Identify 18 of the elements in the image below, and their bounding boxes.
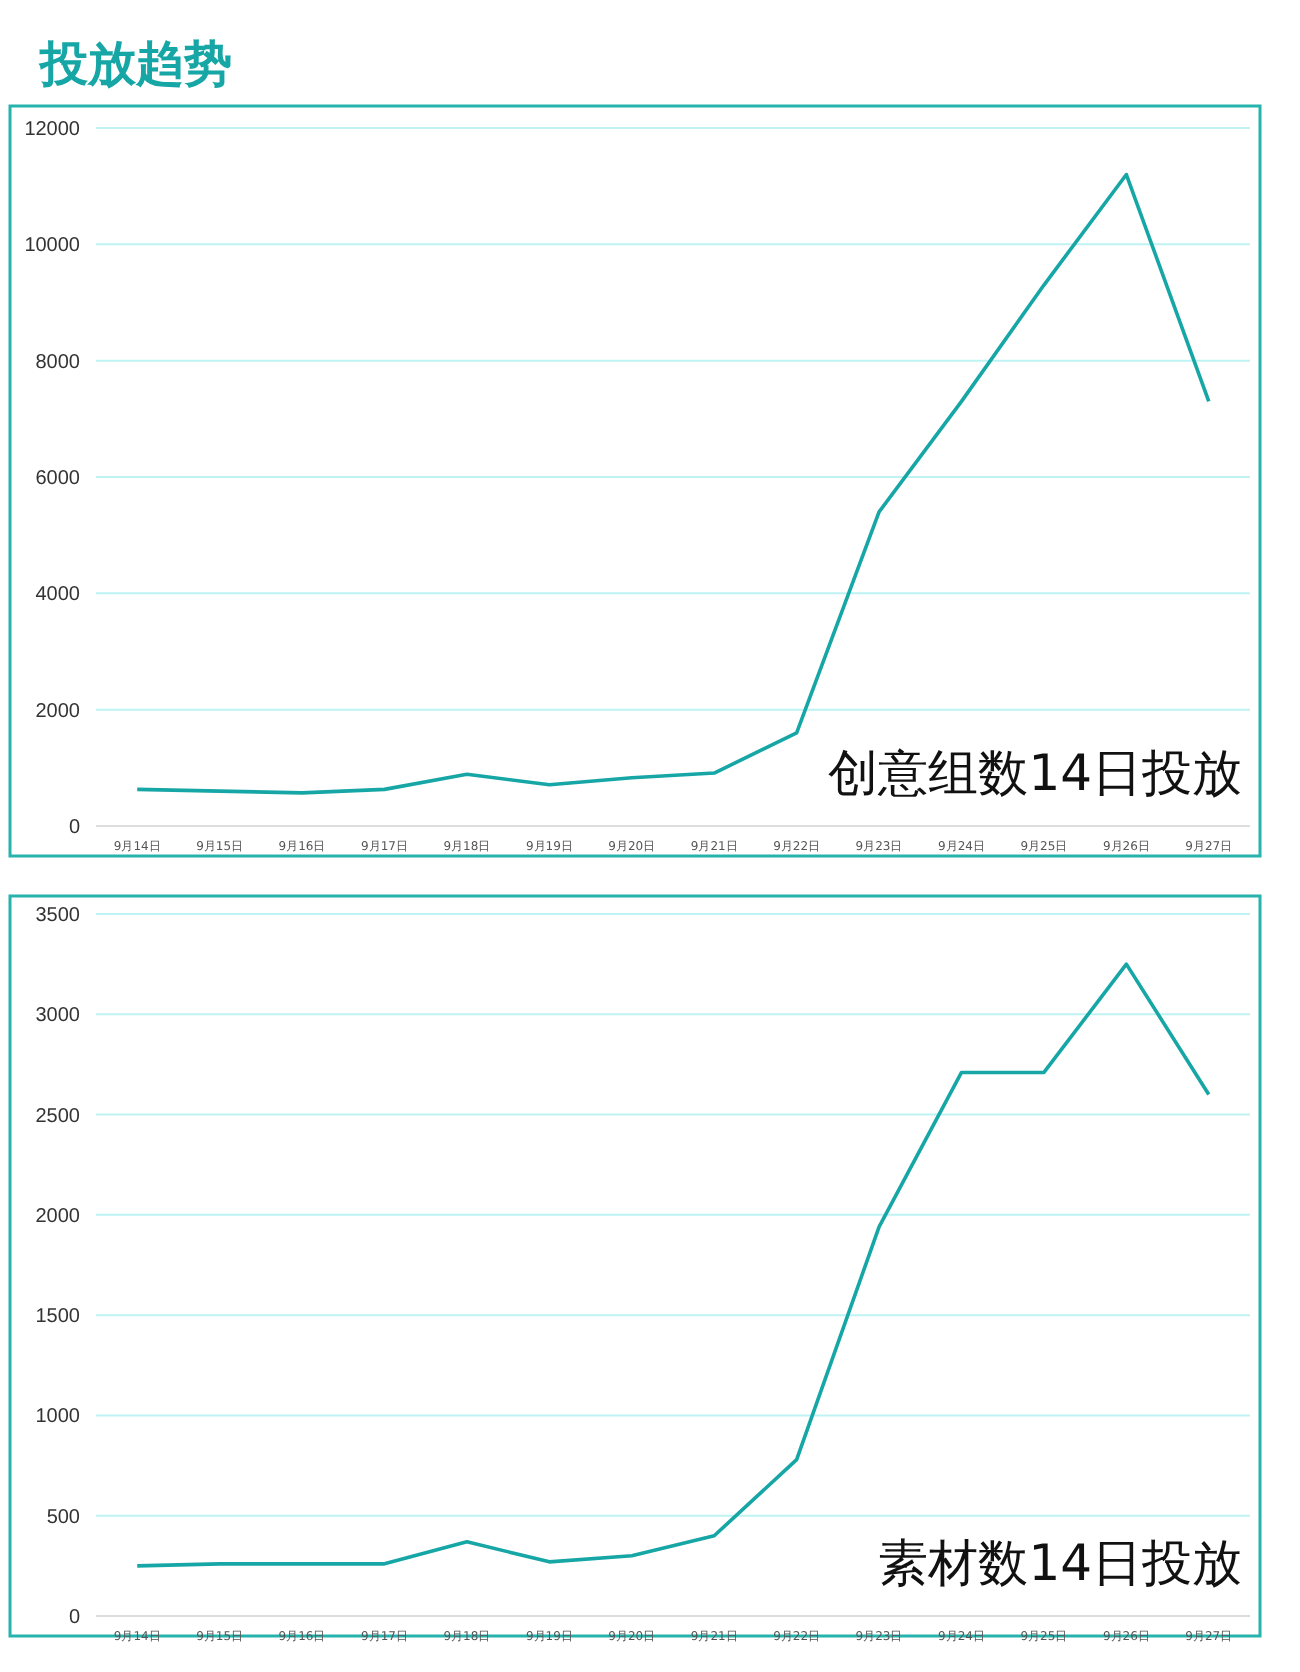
y-tick-label: 500 [46,1506,81,1529]
y-tick-label: 3000 [35,1005,81,1028]
y-tick-label: 10000 [24,235,81,258]
annotation: 创意组数14日投放 [828,744,1242,802]
y-tick-label: 12000 [24,119,81,141]
y-tick-label: 1000 [35,1406,81,1429]
y-tick-label: 2000 [35,1205,81,1228]
chart-title: 投放趋势 [38,36,232,92]
y-tick-label: 6000 [35,468,81,490]
y-tick-label: 8000 [35,351,81,374]
y-tick-label: 0 [68,1607,81,1629]
y-tick-label: 0 [68,817,81,839]
y-tick-label: 2500 [35,1105,81,1128]
y-tick-label: 1500 [35,1306,81,1329]
y-tick-label: 2000 [35,700,81,723]
y-tick-label: 3500 [35,905,81,927]
annotation: 素材数14日投放 [878,1534,1242,1592]
y-tick-label: 4000 [35,584,81,607]
